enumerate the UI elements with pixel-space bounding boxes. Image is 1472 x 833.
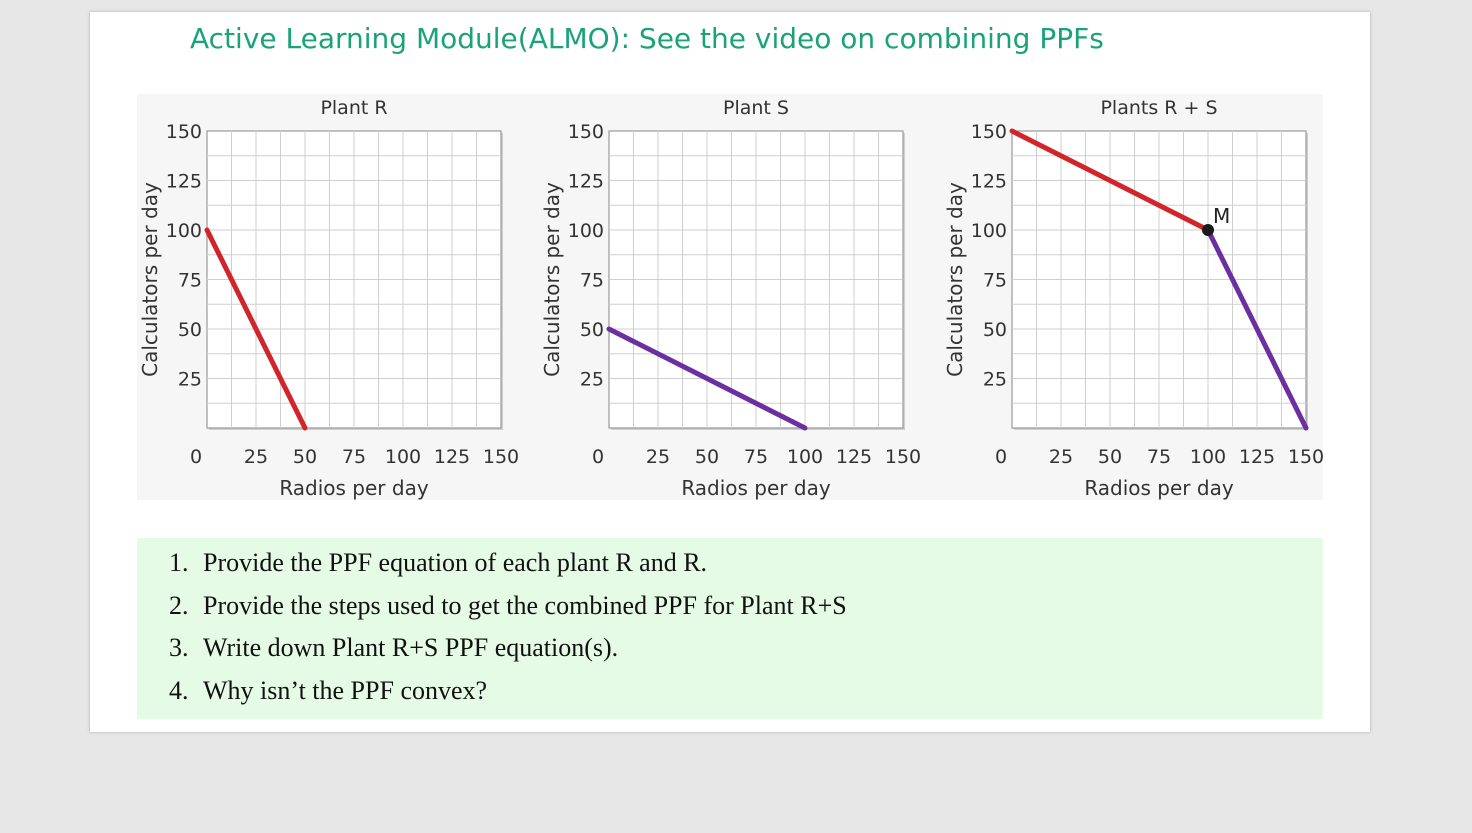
x-tick-label: 150 [885, 446, 921, 468]
series-line [204, 227, 308, 431]
annotation-label: M [1213, 204, 1230, 228]
chart-title: Plant R [320, 97, 387, 119]
y-tick-label: 125 [568, 171, 604, 193]
x-tick-label: 0 [592, 446, 604, 468]
y-axis-label: Calculators per day [540, 182, 564, 377]
question-item: Why isn’t the PPF convex? [195, 670, 1323, 713]
y-tick-label: 25 [580, 369, 604, 391]
x-tick-label: 125 [1239, 446, 1275, 468]
y-tick-label: 150 [166, 121, 202, 143]
x-tick-label: 125 [836, 446, 872, 468]
x-tick-label: 50 [1098, 446, 1122, 468]
x-tick-label: 50 [293, 446, 317, 468]
y-axis-label: Calculators per day [138, 182, 162, 377]
question-item: Provide the steps used to get the combin… [195, 585, 1323, 628]
y-tick-label: 100 [971, 220, 1007, 242]
charts-area: Plant R 25 50 75 100 125 150 0 25 50 75 100 125 150 Ra… [137, 94, 1323, 500]
series-line [1009, 128, 1211, 233]
y-tick-label: 150 [971, 121, 1007, 143]
x-tick-label: 25 [244, 446, 268, 468]
questions-list: Provide the PPF equation of each plant R… [137, 538, 1323, 712]
x-tick-label: 100 [385, 446, 421, 468]
chart-title: Plants R + S [1100, 97, 1217, 119]
series-line [1205, 227, 1309, 431]
y-axis-label: Calculators per day [943, 182, 967, 377]
slide: Active Learning Module(ALMO): See the vi… [90, 12, 1370, 732]
questions-box: Provide the PPF equation of each plant R… [137, 538, 1323, 719]
x-axis-label: Radios per day [1084, 476, 1234, 500]
y-tick-label: 50 [983, 319, 1007, 341]
x-axis-label: Radios per day [681, 476, 831, 500]
x-tick-label: 100 [1190, 446, 1226, 468]
x-tick-label: 25 [646, 446, 670, 468]
x-tick-label: 0 [995, 446, 1007, 468]
x-tick-label: 75 [744, 446, 768, 468]
slide-title: Active Learning Module(ALMO): See the vi… [190, 22, 1104, 55]
y-tick-label: 25 [983, 369, 1007, 391]
y-tick-label: 125 [971, 171, 1007, 193]
x-tick-label: 75 [1147, 446, 1171, 468]
annotation-point [1202, 224, 1214, 236]
x-tick-label: 125 [434, 446, 470, 468]
series-line [606, 326, 808, 431]
y-tick-label: 75 [580, 270, 604, 292]
x-tick-label: 0 [190, 446, 202, 468]
chart-title: Plant S [723, 97, 789, 119]
y-tick-label: 125 [166, 171, 202, 193]
y-tick-label: 75 [178, 270, 202, 292]
x-tick-label: 100 [787, 446, 823, 468]
y-tick-label: 50 [178, 319, 202, 341]
charts-svg: Plant R 25 50 75 100 125 150 0 25 50 75 100 125 150 Ra… [138, 97, 1323, 500]
y-tick-label: 25 [178, 369, 202, 391]
x-axis-label: Radios per day [279, 476, 429, 500]
y-tick-label: 150 [568, 121, 604, 143]
question-item: Write down Plant R+S PPF equation(s). [195, 627, 1323, 670]
x-tick-label: 75 [342, 446, 366, 468]
y-tick-label: 75 [983, 270, 1007, 292]
y-tick-label: 100 [568, 220, 604, 242]
y-tick-label: 100 [166, 220, 202, 242]
x-tick-label: 25 [1049, 446, 1073, 468]
y-tick-label: 50 [580, 319, 604, 341]
x-tick-label: 150 [483, 446, 519, 468]
x-tick-label: 50 [695, 446, 719, 468]
x-tick-label: 150 [1288, 446, 1323, 468]
question-item: Provide the PPF equation of each plant R… [195, 542, 1323, 585]
